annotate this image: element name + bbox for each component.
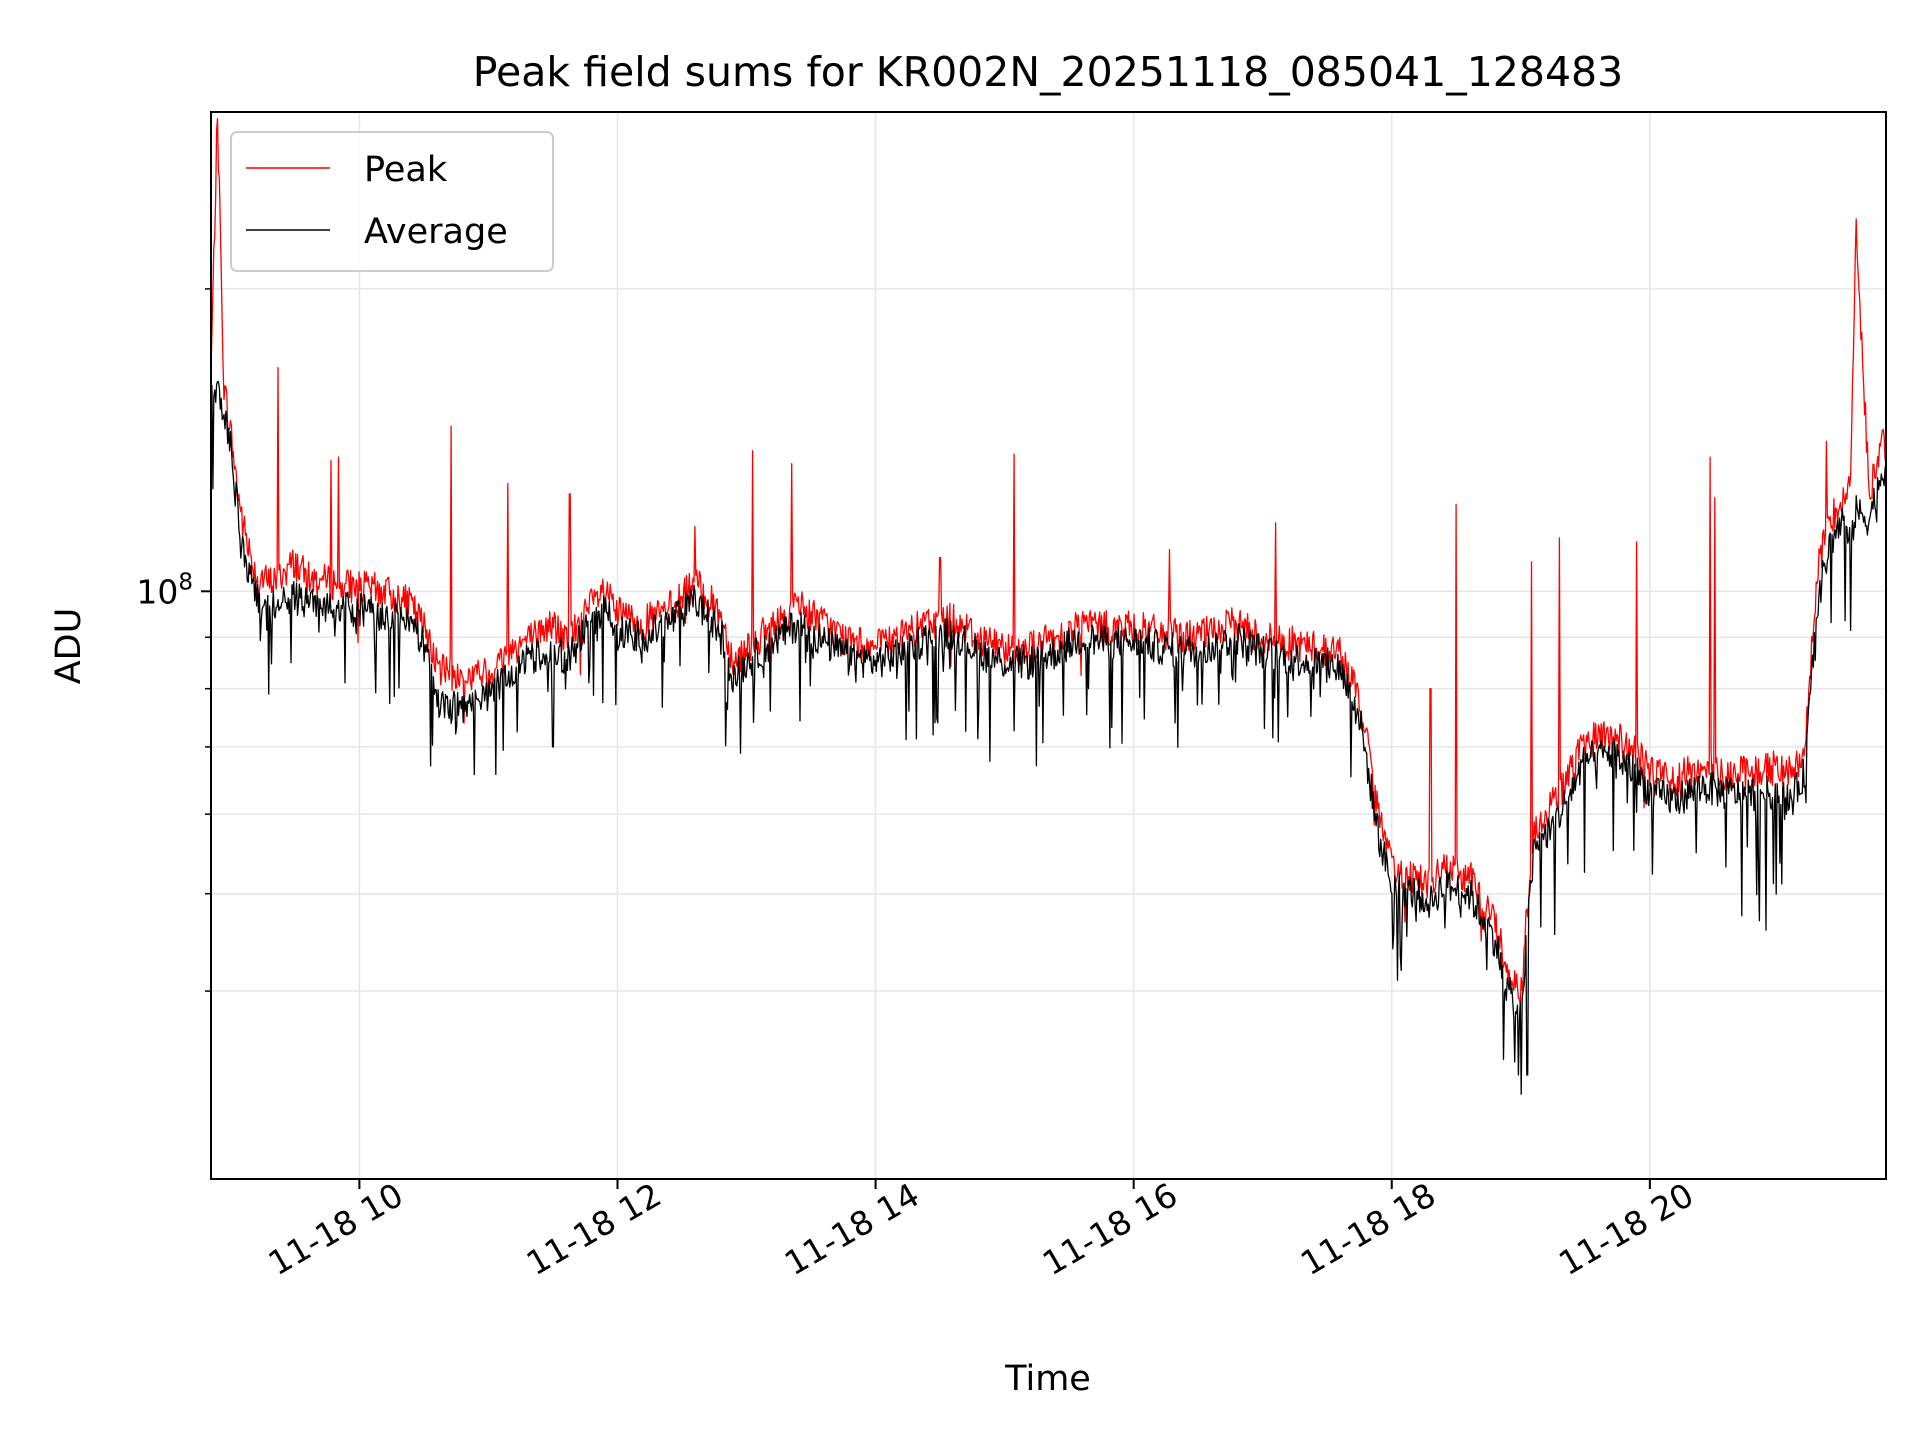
axes-frame [210,111,1887,1180]
y-axis-label: ADU [49,608,89,685]
legend: Peak Average [230,131,554,272]
legend-label-peak: Peak [364,150,448,190]
y-tick-label: 108 [136,569,193,611]
series-layer [210,118,1887,1095]
chart-title: Peak field sums for KR002N_20251118_0850… [473,48,1623,96]
legend-box [230,131,554,272]
legend-label-average: Average [364,212,508,252]
series-line-peak [210,118,1887,1006]
series-line-average [210,380,1887,1095]
x-axis-label: Time [1004,1359,1091,1399]
